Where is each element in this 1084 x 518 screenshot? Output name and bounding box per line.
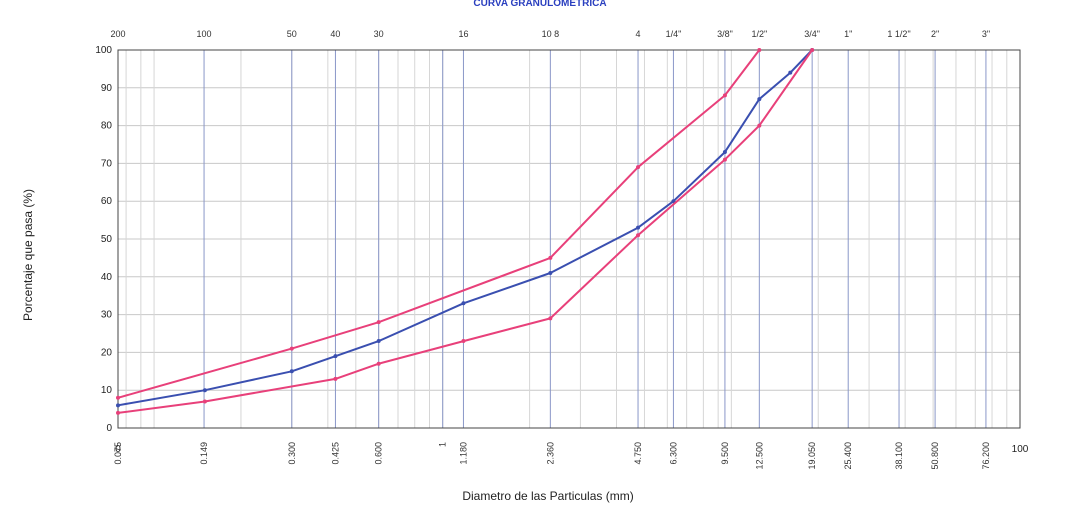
x-tick-label: 0.300 <box>287 442 297 465</box>
sieve-number-label: 10 8 <box>542 29 560 39</box>
y-tick-label: 80 <box>101 121 113 132</box>
upper-limit-point <box>116 395 120 400</box>
y-tick-label: 30 <box>101 310 113 321</box>
lower-limit-point <box>810 48 815 52</box>
x-tick-label: 25.400 <box>843 442 853 470</box>
sieve-number-label: 3/4" <box>804 29 820 39</box>
x-tick-label: 9.500 <box>720 442 730 465</box>
x-tick-label: 1.180 <box>458 442 468 465</box>
y-tick-label: 50 <box>101 234 113 245</box>
sieve-number-label: 2" <box>931 29 939 39</box>
x-axis-title: Diametro de las Particulas (mm) <box>462 489 633 503</box>
lower-limit-point <box>376 361 381 366</box>
x-tick-label: 19.050 <box>807 442 817 470</box>
y-tick-label: 70 <box>101 158 113 169</box>
sieve-number-label: 50 <box>287 29 297 39</box>
sieve-number-label: 100 <box>197 29 212 39</box>
sieve-number-label: 1" <box>844 29 852 39</box>
x-tick-label: 50.800 <box>930 442 940 470</box>
upper-limit-line <box>117 49 761 399</box>
x-tick-label: 0.075 <box>113 442 123 465</box>
y-axis-title: Porcentaje que pasa (%) <box>21 189 35 321</box>
sieve-number-label: 3" <box>982 29 990 39</box>
gradation-point <box>548 271 553 276</box>
x-tick-label: 0.425 <box>330 442 340 465</box>
sieve-number-label: 1 1/2" <box>887 29 910 39</box>
gradation-point <box>722 150 727 155</box>
x-axis-max-label: 100 <box>1012 444 1029 455</box>
upper-limit-point <box>289 346 294 351</box>
upper-limit-point <box>636 165 641 170</box>
x-axis-min-label: 0 <box>115 444 121 455</box>
sieve-number-label: 40 <box>330 29 340 39</box>
gradation-point <box>289 369 294 374</box>
lower-limit-point <box>202 399 207 404</box>
x-tick-label: 38.100 <box>894 442 904 470</box>
gradation-point <box>757 97 762 102</box>
lower-limit-line <box>117 49 813 414</box>
gradation-point <box>116 403 120 408</box>
sieve-number-label: 200 <box>110 29 125 39</box>
gradation-point <box>636 225 641 230</box>
x-tick-label: 76.200 <box>981 442 991 470</box>
x-tick-label: 6.300 <box>668 442 678 465</box>
upper-limit-point <box>757 48 762 52</box>
lower-limit-point <box>548 316 553 321</box>
gradation-point <box>376 339 381 344</box>
gradation-point <box>333 354 338 359</box>
sieve-number-label: 4 <box>636 29 641 39</box>
sieve-number-label: 3/8" <box>717 29 733 39</box>
x-tick-label: 12.500 <box>754 442 764 470</box>
lower-limit-point <box>333 376 338 381</box>
gradation-point <box>202 388 207 393</box>
x-tick-label: 0.600 <box>374 442 384 465</box>
lower-limit-point <box>461 339 466 344</box>
y-tick-label: 10 <box>101 385 113 396</box>
x-tick-label: 2.360 <box>545 442 555 465</box>
upper-limit-point <box>722 93 727 98</box>
y-tick-label: 90 <box>101 83 113 94</box>
sieve-number-label: 1/4" <box>666 29 682 39</box>
chart-title: CURVA GRANULOMETRICA <box>473 0 606 9</box>
sieve-number-label: 16 <box>458 29 468 39</box>
lower-limit-point <box>636 233 641 238</box>
gradation-point <box>788 70 793 75</box>
upper-limit-point <box>548 255 553 260</box>
y-tick-label: 20 <box>101 347 113 358</box>
lower-limit-point <box>116 410 120 415</box>
y-tick-label: 0 <box>106 423 112 434</box>
x-tick-label: 4.750 <box>633 442 643 465</box>
sieve-number-label: 1/2" <box>751 29 767 39</box>
x-tick-label: 1 <box>438 442 448 447</box>
y-tick-label: 100 <box>95 45 112 56</box>
plot-frame <box>117 49 1021 429</box>
y-tick-label: 60 <box>101 196 113 207</box>
lower-limit-point <box>722 157 727 162</box>
y-tick-label: 40 <box>101 272 113 283</box>
sieve-number-label: 30 <box>374 29 384 39</box>
gradation-point <box>461 301 466 306</box>
x-tick-label: 0.149 <box>199 442 209 465</box>
upper-limit-point <box>376 320 381 325</box>
lower-limit-point <box>757 123 762 128</box>
series-group <box>116 48 815 415</box>
